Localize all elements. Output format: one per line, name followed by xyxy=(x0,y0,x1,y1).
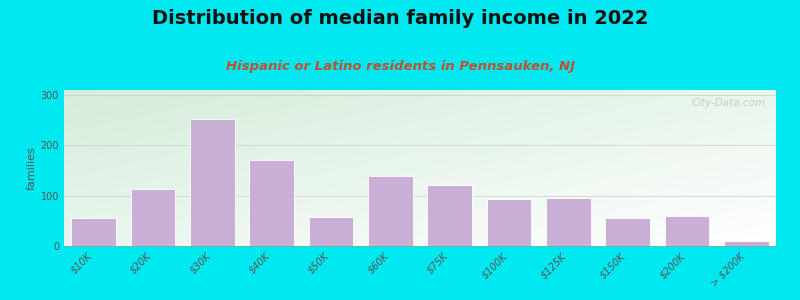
Bar xyxy=(486,199,531,246)
Text: City-Data.com: City-Data.com xyxy=(691,98,766,108)
Bar xyxy=(546,198,590,246)
Text: Hispanic or Latino residents in Pennsauken, NJ: Hispanic or Latino residents in Pennsauk… xyxy=(226,60,574,73)
Bar xyxy=(71,218,116,246)
Bar xyxy=(250,160,294,246)
Bar xyxy=(606,218,650,246)
Bar xyxy=(309,217,354,246)
Bar xyxy=(427,184,472,246)
Bar xyxy=(724,241,769,246)
Y-axis label: families: families xyxy=(26,146,37,190)
Text: Distribution of median family income in 2022: Distribution of median family income in … xyxy=(152,9,648,28)
Bar xyxy=(665,216,710,246)
Bar xyxy=(130,189,175,246)
Bar xyxy=(190,119,234,246)
Bar xyxy=(368,176,413,246)
